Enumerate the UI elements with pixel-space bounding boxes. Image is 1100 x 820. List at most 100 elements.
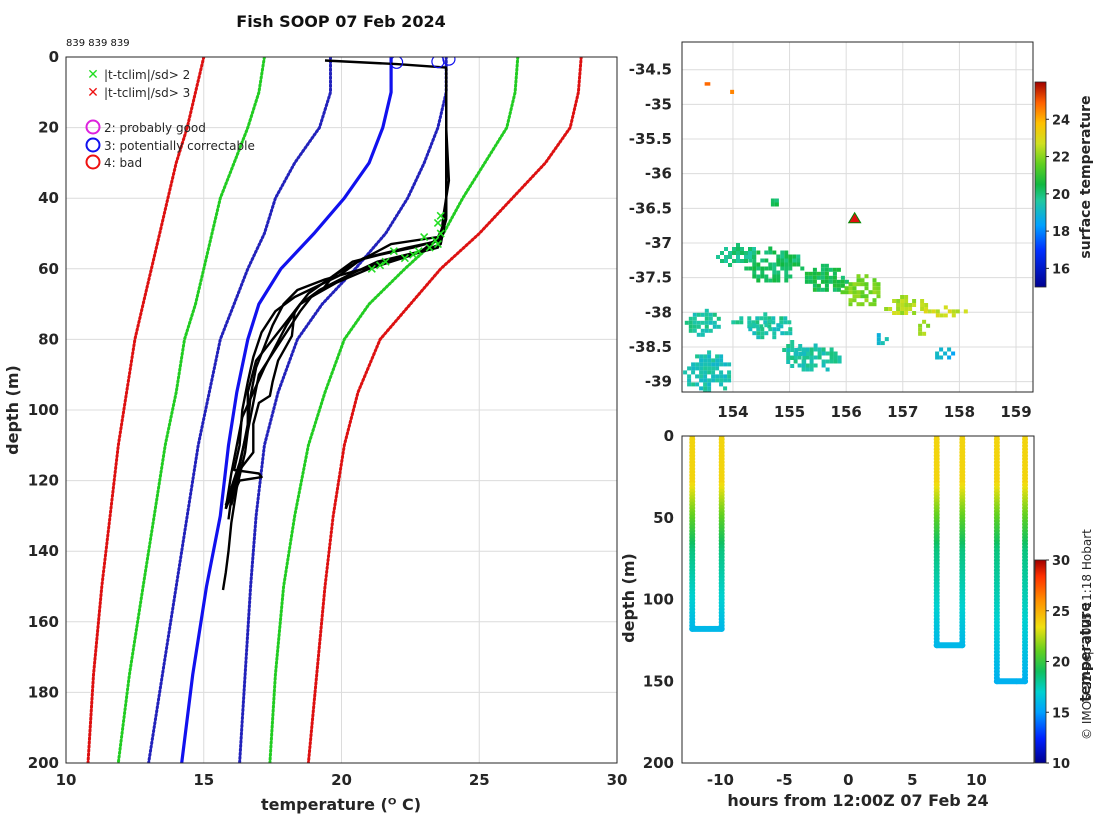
sst-colorbar-tick-label: 22	[1052, 151, 1070, 166]
sst-cell	[707, 358, 712, 363]
map-y-tick-label: -37.5	[629, 269, 672, 287]
sst-cell	[772, 278, 777, 283]
sst-cell	[820, 263, 825, 268]
sst-cell	[939, 355, 944, 360]
sst-cell	[691, 362, 696, 367]
sst-cell	[813, 355, 818, 360]
sst-cell	[699, 354, 704, 359]
sst-cell	[696, 332, 701, 337]
sst-cell	[770, 198, 775, 203]
sst-cell	[798, 344, 803, 348]
flag-x-marker	[400, 254, 409, 263]
sst-colorbar-ticks: 16 18 20 22 24	[1046, 113, 1070, 277]
sst-cell	[802, 352, 807, 356]
map-x-tick-label: 154	[717, 403, 748, 421]
sst-cell	[704, 320, 709, 325]
section-y-tick-label: 50	[653, 509, 674, 527]
section-frame	[681, 435, 1035, 764]
sst-cell	[719, 370, 724, 375]
flag-x-marker	[414, 247, 423, 256]
sst-cell	[872, 302, 877, 307]
sst-colorbar-tick-label: 16	[1052, 262, 1070, 277]
sst-cell	[780, 254, 785, 259]
sst-map-frame	[681, 41, 1034, 393]
sst-cell	[786, 348, 791, 352]
flag-x-marker	[433, 240, 442, 249]
sst-cell	[784, 258, 789, 263]
sst-cell	[707, 382, 712, 387]
sst-cell	[801, 363, 806, 368]
sst-cell	[776, 278, 781, 283]
sst-cell	[912, 303, 917, 307]
sst-cell	[783, 316, 788, 321]
sst-cell	[792, 254, 797, 259]
sst-cell	[728, 251, 732, 255]
sst-cell	[719, 382, 724, 387]
flag-x-marker	[436, 211, 445, 220]
sst-cell	[837, 359, 842, 364]
sst-patches	[683, 82, 968, 392]
sst-cell	[703, 358, 708, 363]
sst-cell	[704, 324, 709, 329]
sst-cell	[860, 294, 865, 299]
sst-cell	[860, 290, 865, 295]
sst-cell	[852, 282, 857, 287]
sst-cell	[802, 360, 807, 364]
sst-cell	[708, 328, 713, 333]
sst-cell	[699, 386, 704, 391]
sst-cell	[824, 267, 829, 272]
sst-cell	[779, 316, 784, 321]
sst-cell	[776, 262, 781, 267]
sst-cell	[792, 262, 797, 267]
sst-cell	[727, 378, 732, 383]
sst-cell	[755, 324, 760, 329]
sst-cell	[812, 279, 817, 284]
sst-cell	[783, 320, 788, 325]
sst-cell	[711, 366, 716, 371]
sst-cell	[779, 324, 784, 329]
sst-cell	[736, 251, 740, 255]
sst-cell	[935, 309, 940, 314]
sst-cell	[836, 279, 841, 284]
sst-cell	[820, 287, 825, 292]
legend-item-flag3: 3: potentially correctable	[85, 137, 255, 153]
sst-cell	[744, 255, 748, 259]
sst-cell	[817, 355, 822, 360]
section-colorbar-tick-label: 30	[1052, 554, 1070, 569]
sst-cell	[780, 262, 785, 267]
sst-cell	[695, 366, 700, 371]
sst-cell	[739, 316, 744, 321]
sst-cell	[732, 247, 736, 251]
sst-cell	[951, 313, 956, 318]
sst-cell	[708, 316, 713, 321]
sst-cell	[747, 320, 752, 325]
sst-cell	[816, 271, 821, 276]
sst-cell	[876, 282, 881, 287]
sst-cell	[719, 378, 724, 383]
x-tick-label: 15	[193, 771, 214, 789]
sst-cell	[935, 351, 940, 356]
legend-x-green-icon: ✕	[87, 67, 99, 83]
sst-cell	[752, 331, 757, 336]
sst-cell	[688, 320, 693, 325]
sst-cell	[703, 366, 708, 371]
sst-cell	[793, 355, 798, 360]
sst-cell	[824, 287, 829, 292]
sst-cell	[768, 246, 773, 251]
section-colorbar-label: temperature	[1078, 602, 1094, 702]
sst-cell	[707, 370, 712, 375]
sst-cell	[918, 323, 923, 328]
map-y-tick-label: -35.5	[629, 130, 672, 148]
sst-cell	[776, 327, 781, 332]
flag-x-marker	[420, 232, 429, 242]
sst-cell	[707, 390, 712, 392]
sst-cell	[820, 267, 825, 272]
legend-label-sd2: |t-tclim|/sd> 2	[104, 68, 190, 82]
sst-cell	[912, 299, 917, 303]
sst-cell	[805, 367, 810, 372]
sst-cell	[868, 302, 873, 307]
sst-cell	[704, 316, 709, 321]
sst-cell	[872, 290, 877, 295]
sst-cell	[772, 331, 777, 336]
sst-cell	[844, 290, 849, 295]
